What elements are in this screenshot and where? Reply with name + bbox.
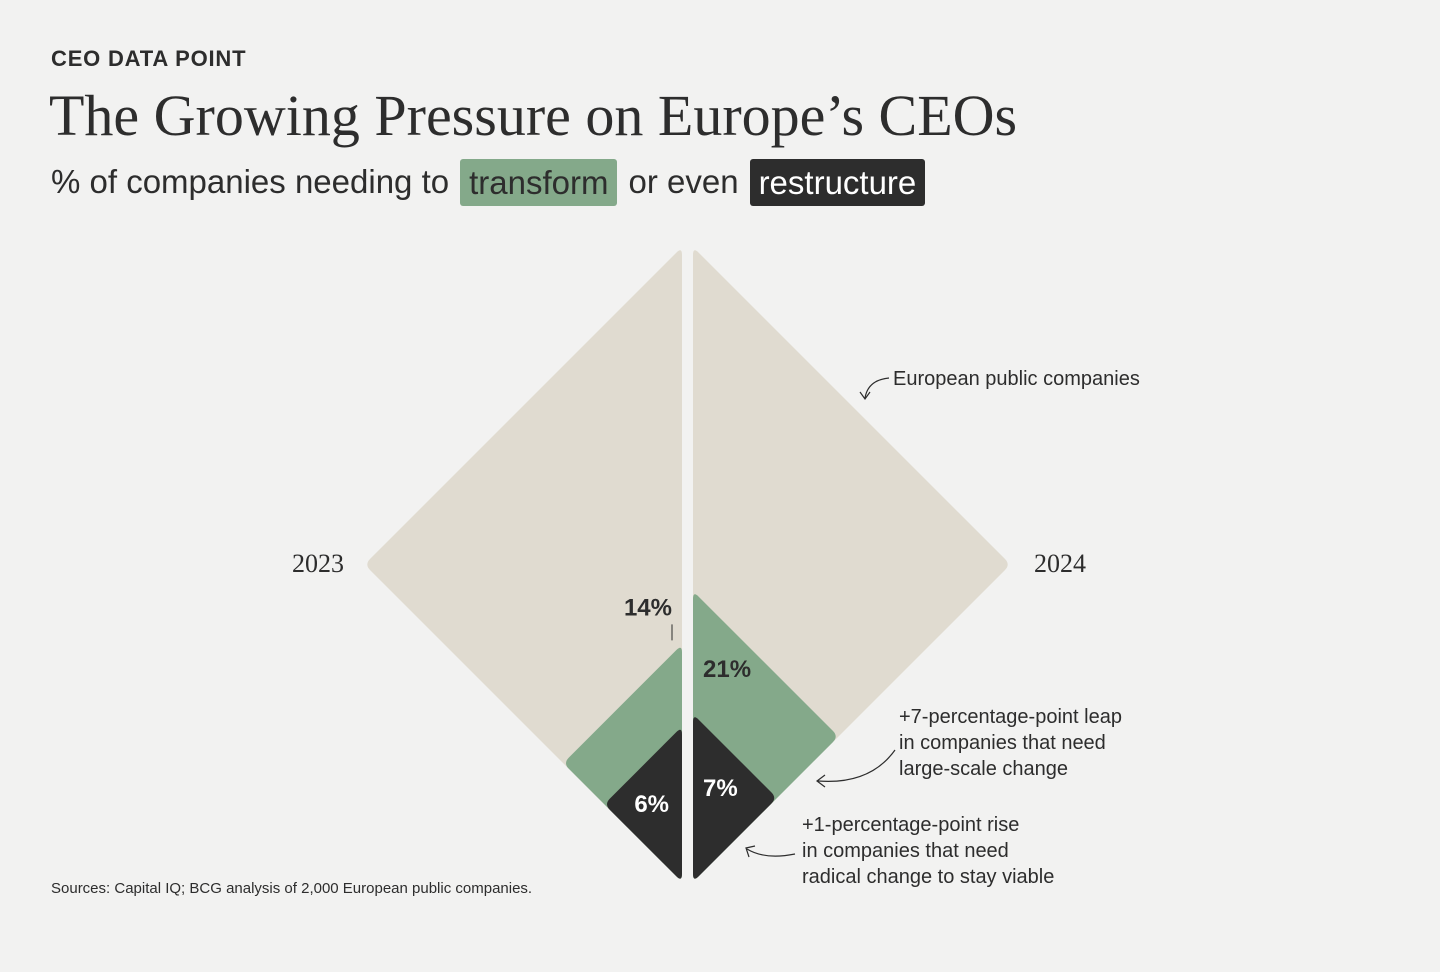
transform-change-arrow [817, 749, 896, 783]
transform-change-line-3: large-scale change [899, 758, 1068, 780]
base-annotation: European public companies [893, 368, 1140, 390]
subtitle-prefix: % of companies needing to [51, 163, 450, 200]
transform-value-2024: 21% [703, 656, 751, 683]
year-label-2024: 2024 [1034, 549, 1086, 578]
sources-note: Sources: Capital IQ; BCG analysis of 2,0… [51, 880, 533, 897]
restructure-value-2023: 6% [634, 791, 669, 818]
restructure-change-line-1: +1-percentage-point rise [802, 814, 1019, 836]
base-annotation-arrow [864, 377, 890, 399]
chart-labels: 2023 2024 14% 21% 6% 7% European public compan… [292, 368, 1140, 888]
chart-title: The Growing Pressure on Europe’s CEOs [49, 83, 1018, 148]
base-annotation-arrowhead [859, 391, 871, 401]
transform-value-2023: 14% [624, 594, 672, 621]
restructure-change-arrow [746, 848, 796, 857]
restructure-area-2024 [693, 717, 775, 879]
restructure-value-2024: 7% [703, 775, 738, 802]
restructure-change-line-2: in companies that need [802, 840, 1009, 862]
restructure-area-2023 [607, 729, 682, 879]
year-label-2023: 2023 [292, 549, 344, 578]
chart-shapes [367, 250, 1008, 879]
restructure-change-line-3: radical change to stay viable [802, 866, 1054, 888]
transform-chip: transform [460, 158, 618, 206]
base-area-2023 [367, 250, 682, 879]
eyebrow-label: CEO DATA POINT [51, 46, 247, 71]
transform-change-arrowhead [816, 774, 826, 788]
restructure-change-arrowhead [745, 845, 756, 858]
subtitle-middle: or even [628, 163, 739, 200]
transform-change-line-1: +7-percentage-point leap [899, 706, 1122, 728]
restructure-chip: restructure [749, 158, 926, 206]
chart-subtitle: % of companies needing to transform or e… [51, 158, 936, 206]
transform-change-line-2: in companies that need [899, 732, 1106, 754]
